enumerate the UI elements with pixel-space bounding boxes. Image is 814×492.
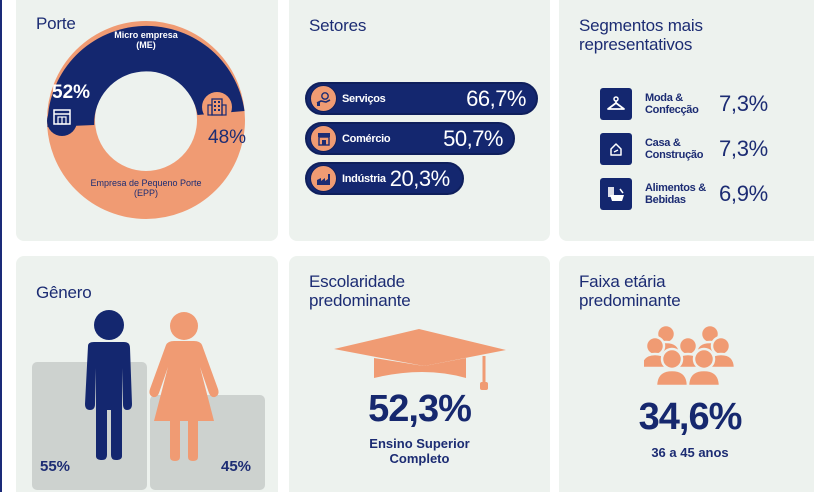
segmentos-title: Segmentos mais representativos [579, 16, 703, 54]
segmento-value: 6,9% [719, 180, 768, 206]
setores-card: Setores Serviços 66,7% Comércio 50,7% In… [289, 0, 550, 241]
escolaridade-title: Escolaridade predominante [309, 272, 411, 310]
escolaridade-title-line1: Escolaridade [309, 272, 405, 291]
male-figure-icon [85, 310, 132, 460]
segmento-row-moda: Moda & Confecção 7,3% [600, 87, 768, 120]
me-percentage: 52% [52, 82, 91, 103]
escolaridade-card: Escolaridade predominante 52,3% Ensino S… [289, 256, 550, 492]
office-building-icon [207, 98, 227, 116]
segmento-label-line2: Bebidas [645, 193, 686, 206]
segmentos-title-line1: Segmentos mais [579, 16, 703, 35]
segmento-row-casa: Casa & Construção 7,3% [600, 132, 768, 165]
escolaridade-subtitle: Ensino Superior Completo [289, 436, 550, 466]
graduation-cap-icon [334, 329, 506, 390]
escolaridade-sub-line2: Completo [389, 451, 450, 466]
segmento-label-line2: Confecção [645, 103, 699, 116]
genero-title: Gênero [36, 283, 92, 302]
faixa-value: 34,6% [638, 396, 743, 438]
faixa-etaria-card: Faixa etária predominante 34,6% 36 a 45 … [559, 256, 814, 492]
segmento-value: 7,3% [719, 135, 768, 161]
house-icon [600, 132, 632, 165]
setor-label: Indústria [342, 172, 386, 185]
segmentos-card: Segmentos mais representativos Moda & Co… [559, 0, 814, 241]
left-border-rule [0, 0, 2, 492]
segmento-label-line1: Casa & [645, 136, 681, 149]
storefront-icon [53, 109, 71, 125]
faixa-title: Faixa etária predominante [579, 272, 681, 310]
epp-badge [202, 92, 232, 122]
female-percentage: 45% [221, 458, 252, 475]
faixa-title-line2: predominante [579, 291, 681, 310]
segmento-value: 7,3% [719, 90, 768, 116]
setor-pill-comercio: Comércio 50,7% [305, 122, 515, 155]
segmento-label-line1: Moda & [645, 91, 683, 104]
escolaridade-title-line2: predominante [309, 291, 411, 310]
me-segment [47, 25, 245, 127]
segmentos-title-line2: representativos [579, 35, 693, 54]
hanger-icon [600, 87, 632, 120]
male-percentage: 55% [40, 458, 71, 475]
faixa-title-line1: Faixa etária [579, 272, 666, 291]
setor-value: 20,3% [389, 165, 450, 191]
escolaridade-value: 52,3% [368, 388, 472, 430]
store-icon [310, 125, 337, 152]
genero-card: Gênero 55% 45% [16, 256, 278, 492]
setor-value: 66,7% [466, 85, 526, 111]
me-label: Micro empresa (ME) [114, 30, 178, 50]
setor-value: 50,7% [443, 125, 503, 151]
factory-icon [310, 165, 337, 192]
epp-label: Empresa de Pequeno Porte (EPP) [90, 178, 202, 198]
faixa-subtitle: 36 a 45 anos [651, 445, 729, 460]
segmento-row-alimentos: Alimentos & Bebidas 6,9% [600, 177, 768, 210]
setor-pill-industria: Indústria 20,3% [305, 162, 464, 195]
porte-title: Porte [36, 14, 76, 33]
female-figure-icon [149, 312, 219, 461]
segmento-label: Alimentos & Bebidas [645, 182, 719, 206]
people-group-icon [644, 324, 734, 386]
segmento-label-line1: Alimentos & [645, 181, 706, 194]
segmento-label: Moda & Confecção [645, 92, 719, 116]
escolaridade-sub-line1: Ensino Superior [369, 436, 470, 451]
hand-service-icon [310, 85, 337, 112]
setor-label: Serviços [342, 92, 386, 105]
setor-pill-servicos: Serviços 66,7% [305, 82, 538, 115]
porte-card: Porte Micro empresa (ME) 52% 48% Empresa… [16, 0, 278, 241]
setores-title: Setores [309, 16, 367, 35]
segmento-label-line2: Construção [645, 148, 704, 161]
food-bowl-icon [600, 177, 632, 210]
epp-percentage: 48% [208, 127, 247, 148]
setor-label: Comércio [342, 132, 391, 145]
segmento-label: Casa & Construção [645, 137, 719, 161]
